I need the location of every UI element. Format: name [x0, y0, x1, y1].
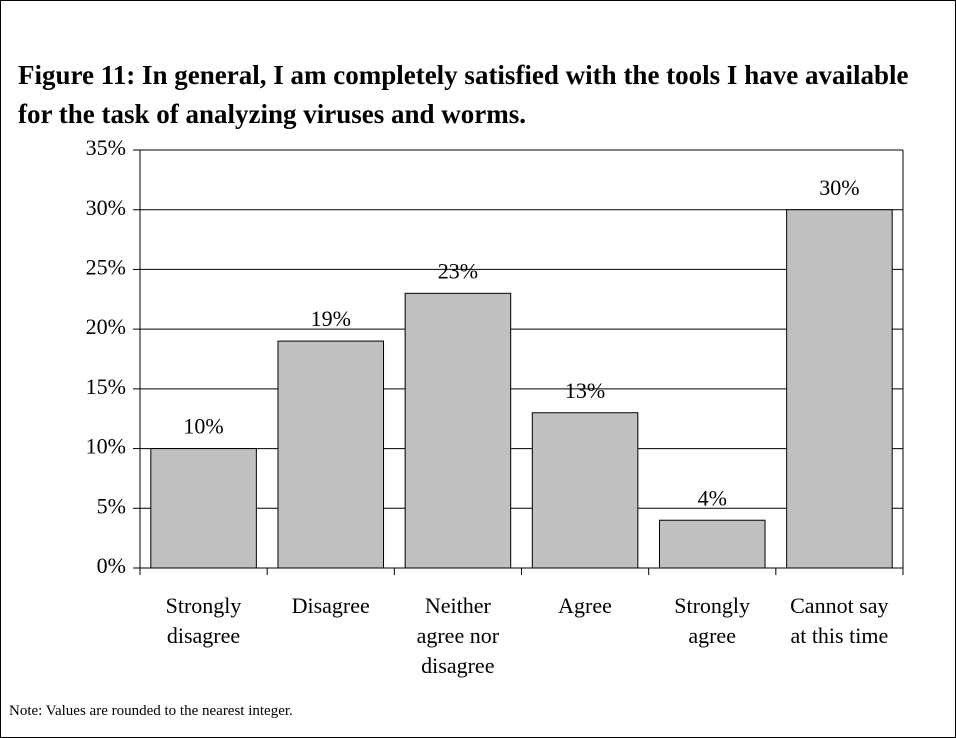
- x-tick-label: Neither agree nor disagree: [416, 593, 500, 678]
- y-tick-label: 35%: [86, 135, 126, 160]
- x-tick-label: Strongly agree: [674, 593, 751, 648]
- bar: [531, 412, 639, 569]
- y-tick-label: 20%: [86, 314, 126, 339]
- y-tick-label: 5%: [97, 493, 126, 518]
- y-tick-label: 10%: [86, 434, 126, 459]
- bar: [150, 448, 257, 569]
- data-label: 4%: [698, 485, 727, 510]
- y-tick-label: 25%: [86, 254, 126, 279]
- bar: [786, 209, 893, 569]
- y-tick-label: 0%: [97, 553, 126, 578]
- x-tick-label: Agree: [558, 593, 612, 618]
- bar: [277, 340, 385, 569]
- y-tick-label: 30%: [86, 195, 126, 220]
- bar: [404, 292, 512, 569]
- data-label: 19%: [311, 306, 351, 331]
- data-label: 23%: [438, 258, 478, 283]
- x-tick-label: Cannot say at this time: [790, 593, 889, 648]
- x-tick-label: Disagree: [291, 593, 370, 618]
- y-tick-label: 15%: [86, 374, 126, 399]
- note: Note: Values are rounded to the nearest …: [9, 703, 293, 719]
- chart-title: Figure 11: In general, I am completely s…: [18, 60, 909, 129]
- data-label: 30%: [819, 175, 859, 200]
- data-label: 10%: [183, 414, 223, 439]
- data-label: 13%: [565, 378, 605, 403]
- bar: [658, 519, 766, 569]
- x-tick-label: Strongly disagree: [165, 593, 242, 648]
